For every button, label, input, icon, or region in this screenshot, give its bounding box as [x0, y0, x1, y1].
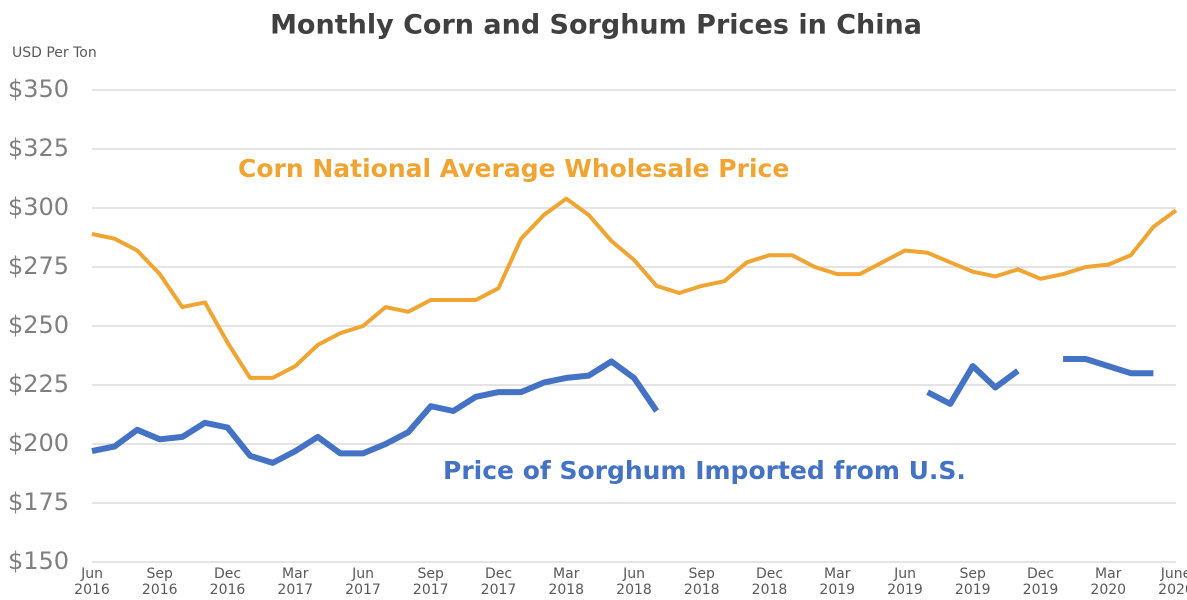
y-tick-label: $275 — [8, 252, 69, 280]
x-tick-label: Mar 2018 — [548, 566, 585, 598]
x-tick-label: Sep 2017 — [412, 566, 449, 598]
y-tick-label: $250 — [8, 311, 69, 339]
x-tick-label: Sep 2019 — [954, 566, 991, 598]
y-axis-label: USD Per Ton — [12, 45, 97, 61]
series-line — [91, 356, 1154, 466]
x-tick-label: Dec 2016 — [209, 566, 246, 598]
x-tick-label: Sep 2016 — [141, 566, 178, 598]
y-tick-label: $150 — [8, 547, 69, 575]
chart-title: Monthly Corn and Sorghum Prices in China — [270, 10, 922, 41]
x-tick-label: Dec 2018 — [751, 566, 788, 598]
y-tick-label: $350 — [8, 75, 69, 103]
x-tick-label: Jun 2019 — [887, 566, 923, 598]
x-tick-label: Jun 2018 — [616, 566, 652, 598]
y-tick-label: $175 — [8, 488, 69, 516]
x-tick-label: Mar 2019 — [819, 566, 856, 598]
y-tick-label: $300 — [8, 193, 69, 221]
x-tick-label: Dec 2019 — [1022, 566, 1059, 598]
y-tick-label: $200 — [8, 429, 69, 457]
x-tick-label: Mar 2017 — [277, 566, 314, 598]
x-tick-label: June 2020 — [1158, 566, 1187, 598]
x-tick-label: Sep 2018 — [683, 566, 720, 598]
x-tick-label: Jun 2016 — [74, 566, 110, 598]
series-line — [91, 196, 1178, 380]
x-tick-label: Dec 2017 — [480, 566, 517, 598]
series-label: Corn National Average Wholesale Price — [238, 154, 789, 183]
x-tick-label: Mar 2020 — [1090, 566, 1127, 598]
x-tick-label: Jun 2017 — [345, 566, 381, 598]
y-tick-label: $225 — [8, 370, 69, 398]
y-tick-label: $325 — [8, 134, 69, 162]
series-label: Price of Sorghum Imported from U.S. — [443, 456, 966, 485]
